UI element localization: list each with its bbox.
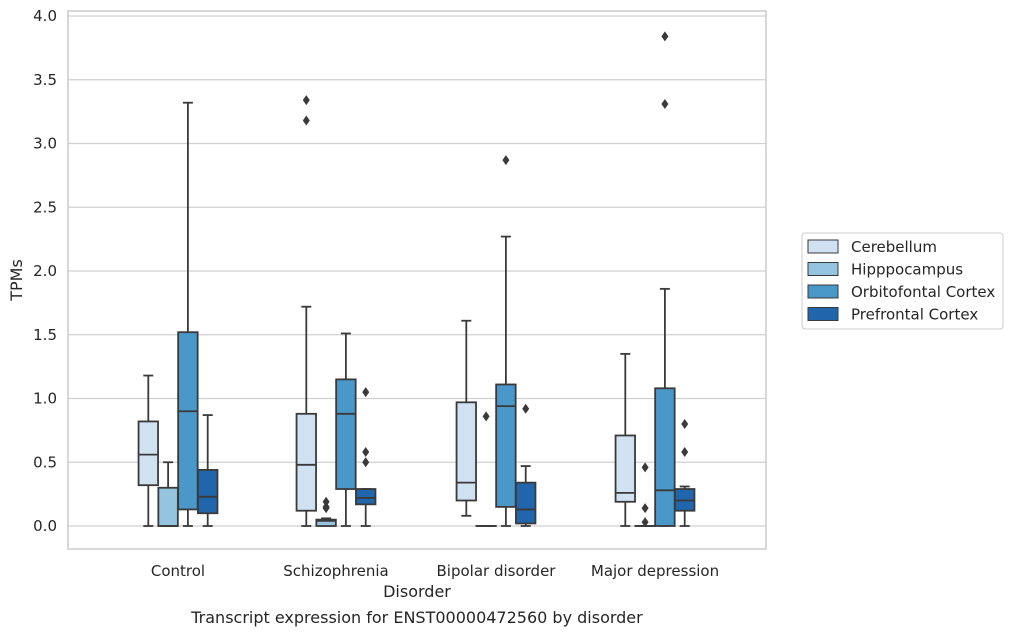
- box-prefrontal-cortex-schizophrenia: [355, 387, 377, 527]
- y-tick-label: 1.5: [33, 326, 57, 344]
- outlier-point: [661, 31, 669, 42]
- outlier-point: [641, 517, 649, 528]
- outlier-point: [641, 503, 649, 514]
- iqr-box: [455, 401, 477, 502]
- iqr-box: [157, 486, 179, 527]
- outlier-point: [322, 496, 330, 507]
- x-axis-ticks: Control Schizophrenia Bipolar disorder Majo…: [151, 562, 719, 580]
- legend-swatch: [807, 239, 839, 254]
- box-hipppocampus-schizophrenia: [315, 496, 337, 527]
- box-cerebellum-major-depression: [614, 352, 636, 527]
- legend-label: Cerebellum: [851, 238, 937, 256]
- box-cerebellum-control: [137, 374, 159, 527]
- box-plot-series: [137, 31, 696, 528]
- outlier-point: [522, 403, 530, 414]
- outlier-point: [302, 95, 310, 106]
- y-axis-title: TPMs: [7, 259, 26, 302]
- outlier-point: [302, 115, 310, 126]
- iqr-box: [355, 488, 377, 506]
- box-orbitofontal-cortex-control: [177, 101, 199, 527]
- box-orbitofontal-cortex-bipolar-disorder: [495, 155, 517, 527]
- legend-frame: [801, 232, 1004, 330]
- x-axis-title: Disorder: [383, 582, 451, 601]
- y-tick-label: 2.5: [33, 198, 57, 216]
- outlier-point: [681, 419, 689, 429]
- iqr-box: [495, 383, 517, 508]
- chart-title: Transcript expression for ENST0000047256…: [190, 608, 643, 627]
- legend-swatch: [807, 284, 839, 299]
- y-tick-label: 0.0: [33, 517, 57, 535]
- legend-label: Prefrontal Cortex: [851, 306, 978, 324]
- iqr-box: [614, 434, 636, 503]
- box-prefrontal-cortex-control: [197, 414, 219, 527]
- iqr-box: [177, 331, 199, 511]
- iqr-box: [315, 518, 337, 527]
- iqr-box: [295, 412, 317, 512]
- box-prefrontal-cortex-bipolar-disorder: [515, 403, 537, 527]
- iqr-box: [137, 420, 159, 487]
- box-orbitofontal-cortex-major-depression: [654, 31, 676, 527]
- legend: Cerebellum Hipppocampus Orbitofontal Corte…: [801, 232, 1004, 330]
- y-tick-label: 4.0: [33, 7, 57, 25]
- y-axis-ticks: 0.0 0.5 1.0 1.5 2.0 2.5 3.0 3.5 4.0: [33, 7, 57, 535]
- legend-swatch: [807, 307, 839, 321]
- iqr-box: [515, 481, 537, 525]
- outlier-point: [641, 462, 649, 473]
- y-tick-label: 3.0: [33, 135, 57, 153]
- x-tick-label: Major depression: [591, 562, 719, 580]
- box-hipppocampus-control: [157, 461, 179, 527]
- outlier-point: [322, 501, 330, 512]
- outlier-point: [482, 411, 490, 422]
- y-tick-label: 2.0: [33, 262, 57, 280]
- outlier-point: [681, 447, 689, 458]
- outlier-point: [661, 98, 669, 109]
- iqr-box: [335, 378, 357, 490]
- iqr-box: [654, 387, 676, 527]
- box-cerebellum-schizophrenia: [295, 95, 317, 527]
- plot-area-frame: [67, 10, 767, 550]
- y-tick-label: 3.5: [33, 71, 57, 89]
- box-hipppocampus-major-depression: [634, 462, 656, 528]
- box-prefrontal-cortex-major-depression: [674, 419, 696, 527]
- legend-label: Orbitofontal Cortex: [851, 283, 995, 301]
- y-tick-label: 0.5: [33, 453, 57, 471]
- legend-swatch: [807, 262, 839, 276]
- iqr-box: [197, 468, 219, 515]
- box-cerebellum-bipolar-disorder: [455, 319, 477, 517]
- outlier-point: [362, 447, 370, 458]
- outlier-point: [362, 387, 370, 398]
- legend-label: Hipppocampus: [851, 261, 963, 279]
- outlier-point: [502, 155, 510, 166]
- x-tick-label: Control: [151, 562, 205, 580]
- box-hipppocampus-bipolar-disorder: [475, 411, 497, 527]
- y-tick-label: 1.0: [33, 390, 57, 408]
- x-tick-label: Schizophrenia: [283, 562, 388, 580]
- box-orbitofontal-cortex-schizophrenia: [335, 332, 357, 527]
- x-tick-label: Bipolar disorder: [437, 562, 557, 580]
- outlier-point: [362, 457, 370, 468]
